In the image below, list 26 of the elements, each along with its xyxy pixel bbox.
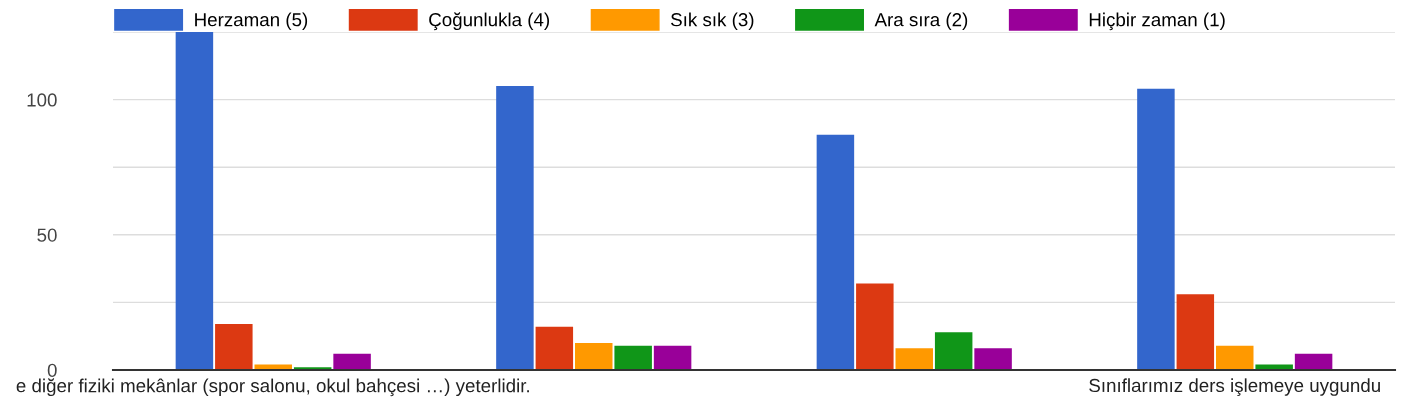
bar xyxy=(614,345,652,370)
bar xyxy=(1294,353,1333,370)
bar xyxy=(1176,294,1215,370)
bar xyxy=(934,332,973,370)
bar xyxy=(1216,345,1254,370)
bar xyxy=(575,342,613,370)
x-tick-label: e diğer fiziki mekânlar (spor salonu, okul bahçesi …) yeterlidir. xyxy=(16,378,529,397)
bar xyxy=(856,283,894,370)
bar xyxy=(974,348,1012,370)
bar xyxy=(535,326,574,370)
bar xyxy=(496,86,534,370)
y-tick-label: 0 xyxy=(47,363,57,377)
y-tick-label: 100 xyxy=(27,93,57,107)
bar xyxy=(653,345,692,370)
bar xyxy=(333,353,371,370)
legend-label: Ara sıra (2) xyxy=(874,12,968,31)
y-tick-label: 50 xyxy=(37,228,57,242)
bar xyxy=(816,134,855,370)
x-tick-label: Sınıflarımız ders işlemeye uygundu xyxy=(1089,378,1380,396)
bar xyxy=(895,348,933,370)
legend-label: Herzaman (5) xyxy=(195,12,308,31)
legend-label: Hiçbir zaman (1) xyxy=(1089,12,1225,31)
legend-label: Sık sık (3) xyxy=(671,12,754,31)
bar xyxy=(1137,88,1175,370)
bar xyxy=(215,324,253,370)
legend-label: Çoğunlukla (4) xyxy=(429,12,550,31)
